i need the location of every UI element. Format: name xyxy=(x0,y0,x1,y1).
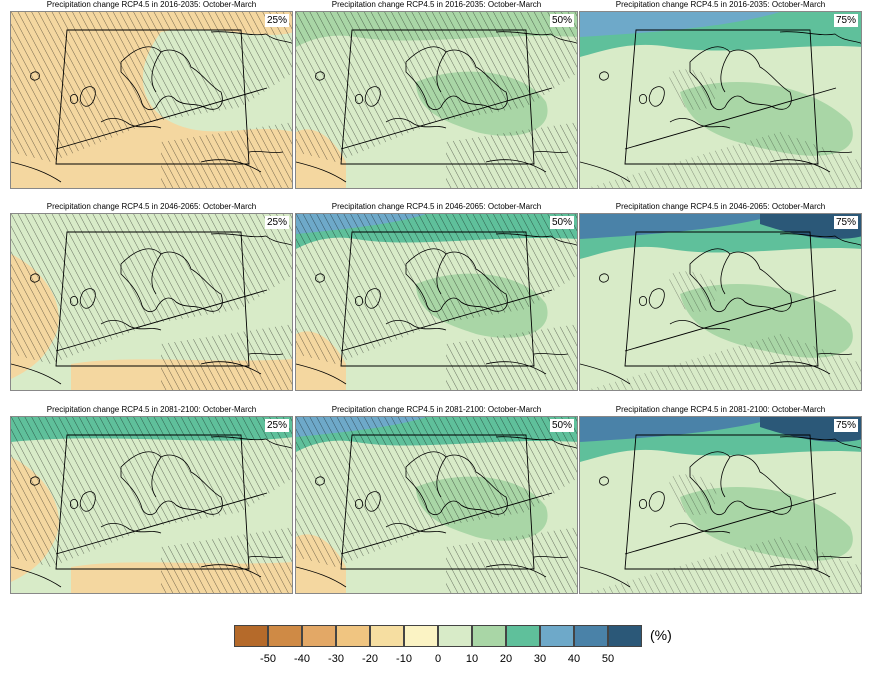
percentile-label: 50% xyxy=(549,216,574,229)
colorbar-tick-label: 40 xyxy=(567,653,581,665)
precipitation-field xyxy=(580,214,861,390)
percentile-label: 75% xyxy=(833,14,858,27)
percentile-label: 75% xyxy=(833,216,858,229)
map-panel: Precipitation change RCP4.5 in 2016-2035… xyxy=(10,0,293,203)
percentile-label: 50% xyxy=(549,14,574,27)
colorbar-tick-label: 20 xyxy=(499,653,513,665)
precipitation-field xyxy=(580,417,861,593)
colorbar-swatch xyxy=(404,625,438,647)
map-panel: Precipitation change RCP4.5 in 2081-2100… xyxy=(295,405,578,608)
map-panel: Precipitation change RCP4.5 in 2081-2100… xyxy=(10,405,293,608)
map-panel: Precipitation change RCP4.5 in 2081-2100… xyxy=(579,405,862,608)
precipitation-field xyxy=(296,417,577,593)
precipitation-field xyxy=(296,214,577,390)
panel-title: Precipitation change RCP4.5 in 2016-2035… xyxy=(46,0,257,9)
colorbar-tick-label: -10 xyxy=(396,653,412,665)
panel-title: Precipitation change RCP4.5 in 2081-2100… xyxy=(615,405,826,414)
colorbar-tick-label: -20 xyxy=(362,653,378,665)
panel-map: 75% xyxy=(579,213,862,391)
map-panel: Precipitation change RCP4.5 in 2046-2065… xyxy=(10,202,293,405)
colorbar-unit: (%) xyxy=(650,627,672,643)
map-panel: Precipitation change RCP4.5 in 2016-2035… xyxy=(579,0,862,203)
colorbar-swatch xyxy=(438,625,472,647)
precipitation-field xyxy=(11,12,292,188)
map-panel: Precipitation change RCP4.5 in 2046-2065… xyxy=(295,202,578,405)
percentile-label: 50% xyxy=(549,419,574,432)
colorbar-swatch xyxy=(472,625,506,647)
colorbar-tick-label: -30 xyxy=(328,653,344,665)
colorbar-legend: -50 -40 -30 -20 -10 0 10 20 30 40 50 (%) xyxy=(234,625,672,673)
map-panel: Precipitation change RCP4.5 in 2016-2035… xyxy=(295,0,578,203)
panel-title: Precipitation change RCP4.5 in 2046-2065… xyxy=(331,202,542,211)
panel-map: 75% xyxy=(579,11,862,189)
colorbar-swatch xyxy=(608,625,642,647)
panel-map: 50% xyxy=(295,416,578,594)
colorbar-tick-label: -50 xyxy=(260,653,276,665)
percentile-label: 25% xyxy=(264,216,289,229)
colorbar-tick-label: 30 xyxy=(533,653,547,665)
colorbar-swatch xyxy=(336,625,370,647)
panel-title: Precipitation change RCP4.5 in 2081-2100… xyxy=(46,405,257,414)
panel-title: Precipitation change RCP4.5 in 2046-2065… xyxy=(46,202,257,211)
colorbar-swatch xyxy=(370,625,404,647)
colorbar-tick-label: 10 xyxy=(465,653,479,665)
colorbar-tick-label: 0 xyxy=(434,653,442,665)
colorbar-swatch xyxy=(574,625,608,647)
panel-map: 25% xyxy=(10,416,293,594)
panel-title: Precipitation change RCP4.5 in 2016-2035… xyxy=(331,0,542,9)
colorbar-swatch xyxy=(506,625,540,647)
precipitation-field xyxy=(580,12,861,188)
colorbar-swatch xyxy=(268,625,302,647)
percentile-label: 25% xyxy=(264,419,289,432)
colorbar-swatch xyxy=(234,625,268,647)
map-panel: Precipitation change RCP4.5 in 2046-2065… xyxy=(579,202,862,405)
colorbar-swatch xyxy=(540,625,574,647)
panel-map: 50% xyxy=(295,11,578,189)
colorbar-tick-label: 50 xyxy=(601,653,615,665)
panel-map: 50% xyxy=(295,213,578,391)
colorbar-swatch xyxy=(302,625,336,647)
panel-title: Precipitation change RCP4.5 in 2046-2065… xyxy=(615,202,826,211)
percentile-label: 25% xyxy=(264,14,289,27)
panel-map: 25% xyxy=(10,11,293,189)
precipitation-field xyxy=(11,417,292,593)
percentile-label: 75% xyxy=(833,419,858,432)
precipitation-field xyxy=(11,214,292,390)
panel-map: 75% xyxy=(579,416,862,594)
panel-title: Precipitation change RCP4.5 in 2016-2035… xyxy=(615,0,826,9)
panel-title: Precipitation change RCP4.5 in 2081-2100… xyxy=(331,405,542,414)
precipitation-field xyxy=(296,12,577,188)
colorbar-tick-label: -40 xyxy=(294,653,310,665)
panel-map: 25% xyxy=(10,213,293,391)
